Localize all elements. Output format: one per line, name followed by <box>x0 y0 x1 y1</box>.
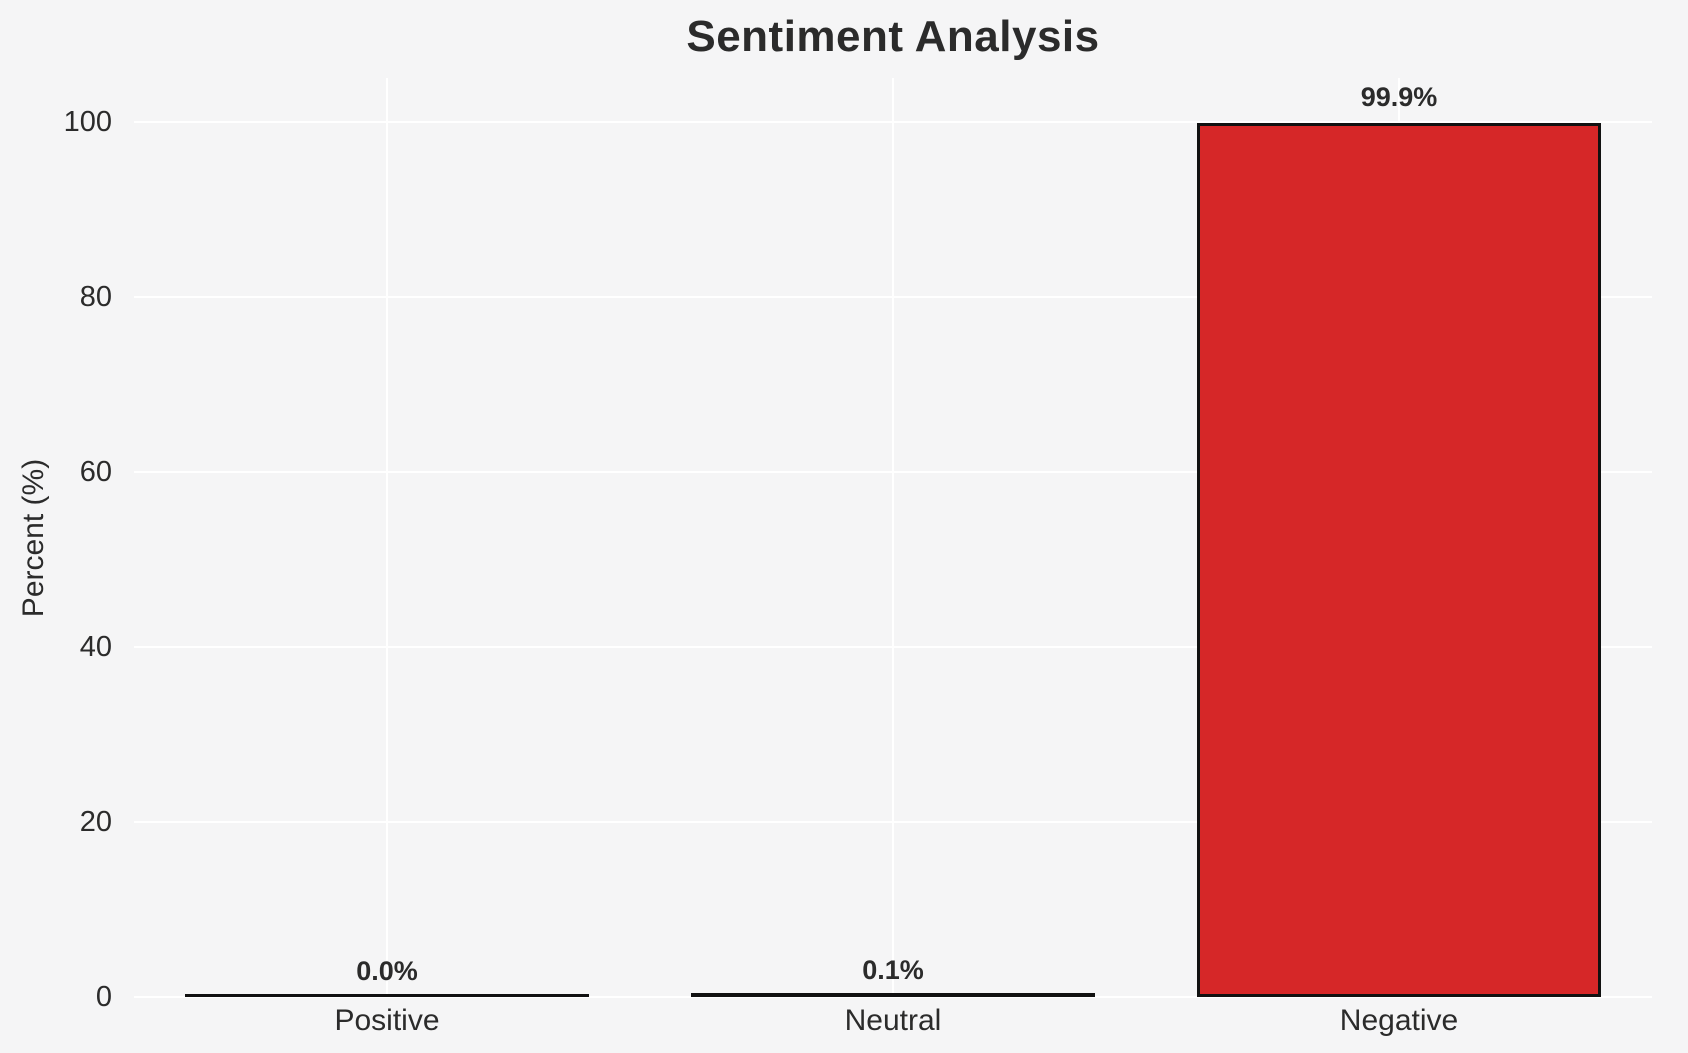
x-tick-label-negative: Negative <box>1339 1004 1459 1037</box>
y-tick-label-0: 0 <box>95 981 112 1013</box>
x-tick-label-positive: Positive <box>334 1004 440 1037</box>
y-tick-label-80: 80 <box>79 280 112 313</box>
y-tick-label-20: 20 <box>79 805 112 838</box>
x-tick-label-neutral: Neutral <box>844 1004 942 1037</box>
bar-positive <box>184 994 590 997</box>
y-tick-label-60: 60 <box>79 455 112 488</box>
y-tick-label-100: 100 <box>63 105 112 138</box>
bar-neutral <box>690 993 1096 997</box>
bar-value-label-negative: 99.9% <box>1360 82 1438 112</box>
bar-negative <box>1196 123 1602 997</box>
gridline-y-0 <box>134 995 1652 999</box>
chart-title: Sentiment Analysis <box>686 12 1100 61</box>
y-tick-label-40: 40 <box>79 630 112 663</box>
gridline-x-neutral <box>891 78 895 997</box>
bar-value-label-positive: 0.0% <box>356 956 418 986</box>
gridline-x-positive <box>385 78 389 997</box>
bar-value-label-neutral: 0.1% <box>862 955 924 985</box>
